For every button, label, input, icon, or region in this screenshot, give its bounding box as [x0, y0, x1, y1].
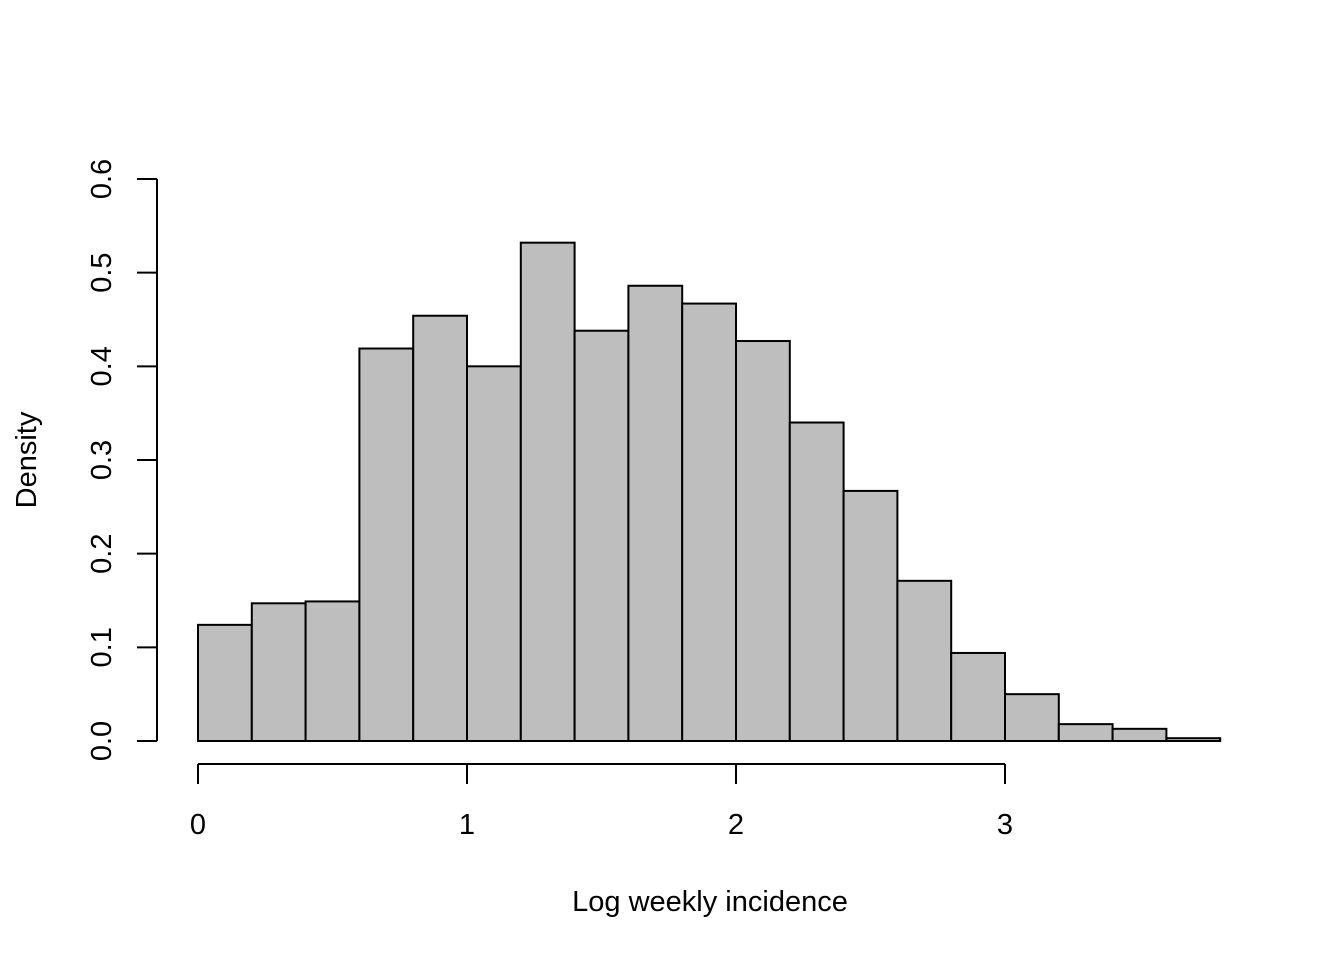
- histogram-bar-18: [1165, 737, 1222, 742]
- histogram-bar-9: [681, 302, 738, 742]
- histogram-bar-5: [466, 365, 522, 742]
- histogram-bar-0: [197, 623, 253, 742]
- x-axis-title: Log weekly incidence: [572, 886, 848, 918]
- histogram-bar-1: [250, 602, 307, 743]
- y-tick-label-2: 0.2: [86, 533, 118, 573]
- histogram-bar-17: [1111, 727, 1168, 742]
- histogram-bar-14: [950, 651, 1007, 742]
- x-tick-label-1: 1: [459, 809, 475, 841]
- y-tick-label-4: 0.4: [86, 346, 118, 386]
- x-tick-label-0: 0: [190, 809, 206, 841]
- y-tick-label-1: 0.1: [86, 627, 118, 667]
- histogram-bar-7: [573, 329, 630, 742]
- y-tick-label-3: 0.3: [86, 440, 118, 480]
- histogram-bars: [197, 241, 1222, 743]
- y-tick-label-6: 0.6: [86, 159, 118, 199]
- x-tick-label-2: 2: [728, 809, 744, 841]
- histogram-bar-12: [842, 489, 899, 742]
- y-tick-label-0: 0.0: [86, 721, 118, 761]
- histogram-bar-11: [788, 421, 845, 742]
- histogram-bar-13: [896, 579, 953, 742]
- y-axis: 0.0 0.1 0.2 0.3 0.4 0.5 0.6: [86, 159, 158, 761]
- y-tick-label-5: 0.5: [86, 252, 118, 292]
- histogram-bar-2: [304, 600, 361, 742]
- histogram-bar-16: [1057, 723, 1114, 743]
- histogram-bar-15: [1004, 693, 1060, 742]
- x-axis: 0 1 2 3: [190, 763, 1013, 841]
- histogram-bar-10: [735, 340, 791, 742]
- histogram-bar-3: [358, 347, 415, 742]
- histogram-bar-6: [519, 241, 576, 742]
- x-tick-label-3: 3: [997, 809, 1013, 841]
- histogram-bar-8: [627, 284, 684, 742]
- y-axis-title: Density: [11, 411, 43, 508]
- histogram-bar-4: [412, 314, 469, 742]
